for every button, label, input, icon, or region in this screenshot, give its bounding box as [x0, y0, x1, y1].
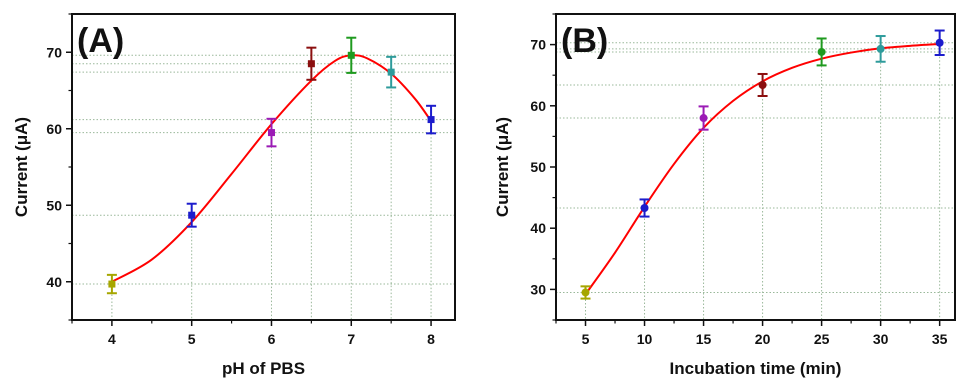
data-point	[267, 129, 275, 137]
data-point	[347, 51, 355, 59]
x-tick-label: 30	[873, 331, 889, 347]
data-point	[581, 288, 590, 297]
x-axis-title: pH of PBS	[222, 359, 305, 378]
data-point	[699, 114, 708, 123]
y-tick-label: 50	[530, 159, 546, 175]
data-point	[307, 60, 315, 68]
y-tick-label: 70	[530, 37, 546, 53]
chart-panel-b: 5 10 15 20 25 30 35 30 40 50 60 70 Incubation time (…	[493, 13, 956, 378]
x-axis-title: Incubation time (min)	[670, 359, 842, 378]
chart-panel-a: 4 5 6 7 8 40 50 60 70 pH of PBS Current (μA) (A)	[12, 13, 456, 378]
x-tick-label: 35	[932, 331, 948, 347]
x-tick-label: 20	[755, 331, 771, 347]
plot-frame	[555, 13, 956, 321]
x-tick-label: 5	[188, 331, 196, 347]
data-point	[935, 38, 944, 47]
data-point	[876, 44, 885, 53]
data-point	[640, 204, 649, 213]
y-tick-label: 50	[46, 197, 62, 213]
x-tick-label: 7	[347, 331, 355, 347]
data-point	[387, 68, 395, 76]
x-tick-label: 4	[108, 331, 116, 347]
x-tick-label: 10	[637, 331, 653, 347]
y-axis-title: Current (μA)	[12, 117, 31, 217]
y-tick-label: 70	[46, 44, 62, 60]
y-tick-label: 40	[530, 220, 546, 236]
x-tick-label: 5	[582, 331, 590, 347]
y-tick-label: 60	[530, 98, 546, 114]
y-tick-label: 60	[46, 121, 62, 137]
y-tick-label: 40	[46, 274, 62, 290]
panel-label: (A)	[77, 22, 124, 60]
plot-frame	[71, 13, 456, 321]
x-tick-label: 25	[814, 331, 830, 347]
x-tick-label: 15	[696, 331, 712, 347]
y-axis-title: Current (μA)	[493, 117, 512, 217]
x-tick-label: 6	[268, 331, 276, 347]
data-point	[427, 116, 435, 124]
y-tick-label: 30	[530, 281, 546, 297]
x-tick-label: 8	[427, 331, 435, 347]
data-point	[817, 47, 826, 56]
panel-label: (B)	[561, 22, 608, 60]
data-point	[188, 211, 196, 219]
data-point	[758, 80, 767, 89]
data-point	[108, 280, 116, 288]
